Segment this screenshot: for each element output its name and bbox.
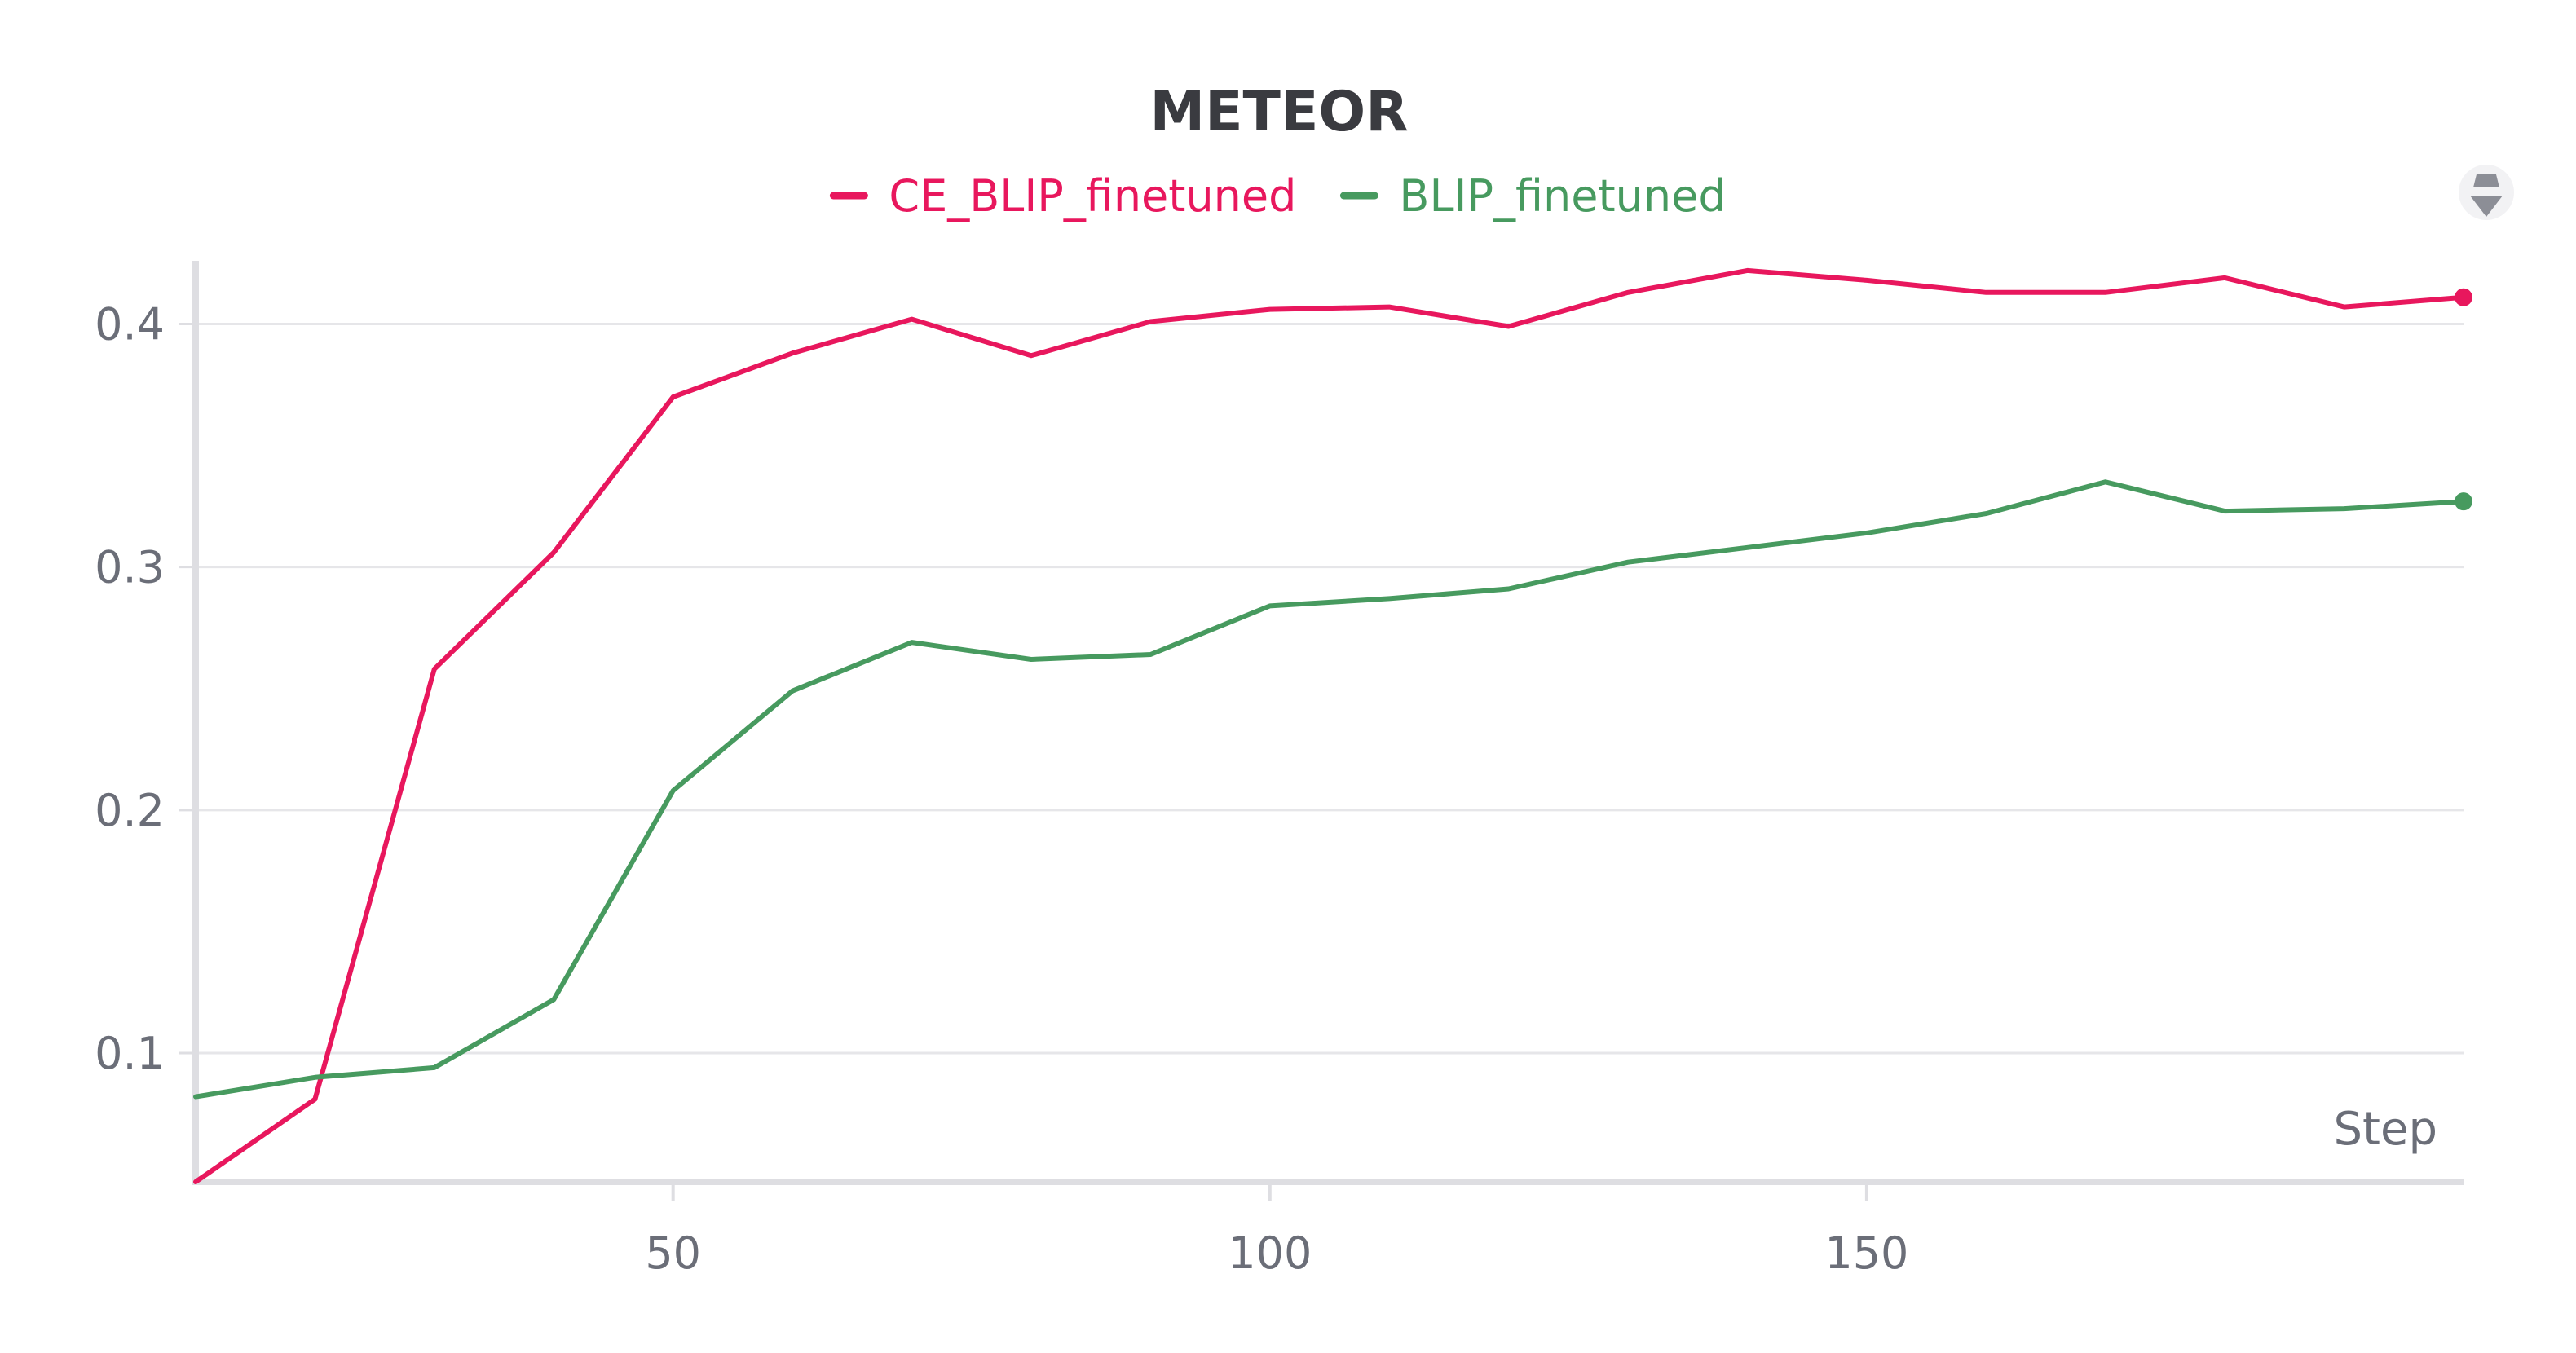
- axes: [179, 261, 2464, 1201]
- y-tick-label: 0.3: [95, 542, 165, 593]
- legend-label: CE_BLIP_finetuned: [889, 170, 1296, 222]
- grid: [196, 323, 2464, 1055]
- series-end-point-BLIP_finetuned: [2455, 492, 2472, 511]
- chart-title: METEOR: [1149, 80, 1408, 144]
- series-lines: [193, 267, 2472, 1184]
- x-tick-label: 50: [645, 1227, 701, 1279]
- tick-labels: 0.1 0.2 0.3 0.4 50 100 150: [95, 299, 1908, 1279]
- legend-item[interactable]: BLIP_finetuned: [1339, 170, 1727, 222]
- legend-item[interactable]: CE_BLIP_finetuned: [829, 170, 1296, 222]
- legend: CE_BLIP_finetuned BLIP_finetuned: [829, 170, 1727, 222]
- panel-sort-icon[interactable]: [2459, 165, 2514, 220]
- y-tick-label: 0.2: [95, 785, 165, 836]
- x-axis-title: Step: [2333, 1103, 2437, 1156]
- x-tick-label: 150: [1824, 1227, 1908, 1279]
- y-tick-label: 0.1: [95, 1028, 165, 1079]
- series-line-BLIP_finetuned: [193, 479, 2466, 1100]
- x-tick-label: 100: [1228, 1227, 1312, 1279]
- series-end-point-CE_BLIP_finetuned: [2455, 288, 2472, 306]
- series-line-CE_BLIP_finetuned: [193, 267, 2466, 1184]
- legend-label: BLIP_finetuned: [1399, 170, 1726, 222]
- y-tick-label: 0.4: [95, 299, 165, 350]
